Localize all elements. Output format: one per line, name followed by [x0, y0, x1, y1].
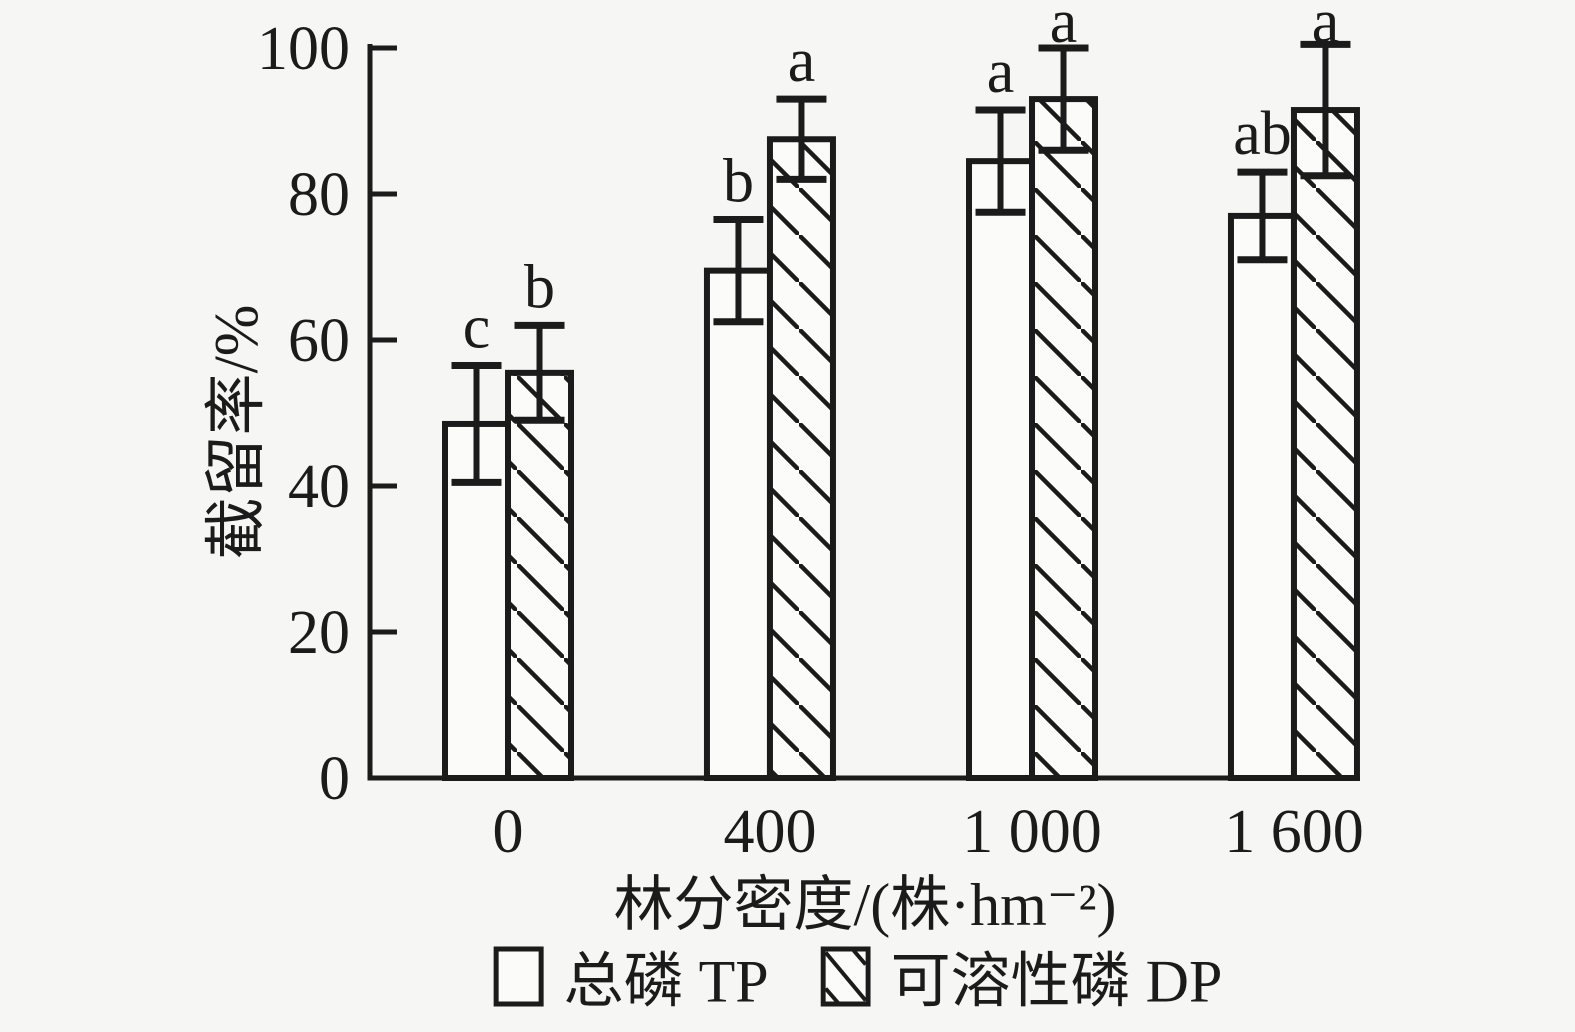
y-tick-label: 100 — [257, 15, 350, 83]
y-axis-title: 截留率/% — [203, 304, 271, 560]
bar-dp-1 — [766, 136, 836, 781]
sig-letter-tp-1: b — [723, 148, 754, 216]
error-bar-tp-0 — [451, 362, 502, 486]
error-bar-dp-3 — [1300, 40, 1351, 180]
x-category-label: 1 600 — [1224, 798, 1364, 866]
legend-item-dp: 可溶性磷 DP — [820, 933, 1223, 1020]
x-category-label: 1 000 — [962, 798, 1102, 866]
axes-layer: 0 20 40 60 80 100 0 400 1 000 1 600 — [257, 15, 1364, 866]
sig-letter-tp-3: ab — [1233, 100, 1292, 168]
bar-dp-2 — [1029, 96, 1099, 782]
sig-letter-dp-1: a — [788, 27, 816, 95]
sig-letter-tp-0: c — [463, 294, 491, 362]
legend-item-tp: 总磷 TP — [493, 933, 769, 1020]
sig-letter-tp-2: a — [987, 38, 1015, 106]
bar-dp-3 — [1290, 107, 1360, 782]
tp-swatch-icon — [493, 946, 544, 1006]
error-bar-dp-1 — [776, 95, 827, 183]
y-tick-label: 0 — [319, 745, 350, 813]
error-bar-dp-0 — [514, 321, 565, 424]
y-tick-label: 80 — [288, 161, 350, 229]
error-bar-dp-2 — [1038, 44, 1089, 154]
error-bar-tp-3 — [1237, 168, 1288, 264]
sig-letter-dp-2: a — [1050, 0, 1078, 56]
y-tick-label: 20 — [288, 599, 350, 667]
x-category-label: 400 — [723, 798, 816, 866]
legend-label-dp: 可溶性磷 DP — [890, 948, 1223, 1015]
error-bar-tp-2 — [975, 106, 1026, 216]
bar-tp-1 — [703, 267, 773, 781]
bar-tp-3 — [1227, 212, 1297, 781]
bar-tp-2 — [966, 158, 1036, 781]
sig-letter-dp-3: a — [1312, 0, 1340, 56]
y-tick-label: 60 — [288, 307, 350, 375]
legend-label-tp: 总磷 TP — [563, 948, 769, 1015]
x-category-label: 0 — [493, 798, 524, 866]
x-axis-title: 林分密度/(株·hm⁻²) — [613, 872, 1117, 938]
legend: 总磷 TP 可溶性磷 DP — [493, 933, 1223, 1020]
error-bar-tp-1 — [713, 216, 764, 326]
dp-swatch-icon — [820, 946, 871, 1006]
bar-dp-0 — [505, 369, 575, 781]
sig-letter-dp-0: b — [524, 253, 555, 321]
y-tick-label: 40 — [288, 453, 350, 521]
